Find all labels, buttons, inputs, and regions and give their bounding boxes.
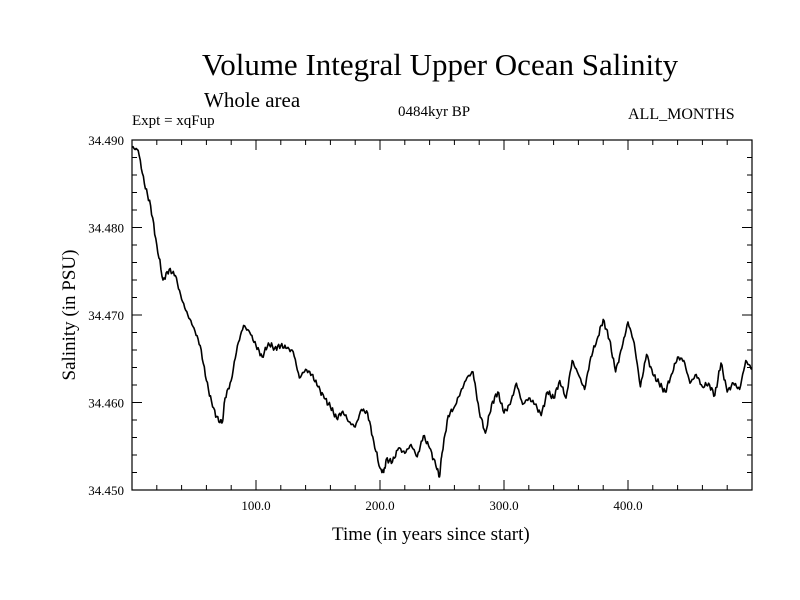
y-tick-label: 34.470 (88, 308, 124, 323)
y-tick-label: 34.490 (88, 133, 124, 148)
period-label: 0484kyr BP (398, 104, 471, 120)
x-tick-label: 100.0 (241, 498, 270, 513)
salinity-series-line (131, 145, 753, 478)
x-tick-label: 300.0 (489, 498, 518, 513)
x-tick-label: 400.0 (613, 498, 642, 513)
y-tick-label: 34.480 (88, 221, 124, 236)
x-axis-label: Time (in years since start) (332, 524, 530, 545)
y-tick-label: 34.460 (88, 396, 124, 411)
experiment-label: Expt = xqFup (132, 113, 215, 129)
chart-title: Volume Integral Upper Ocean Salinity (201, 47, 679, 82)
plot-frame (131, 139, 753, 491)
months-label: ALL_MONTHS (628, 106, 735, 123)
x-tick-label: 200.0 (365, 498, 394, 513)
y-tick-label: 34.450 (88, 483, 124, 498)
chart-subtitle: Whole area (204, 88, 301, 112)
